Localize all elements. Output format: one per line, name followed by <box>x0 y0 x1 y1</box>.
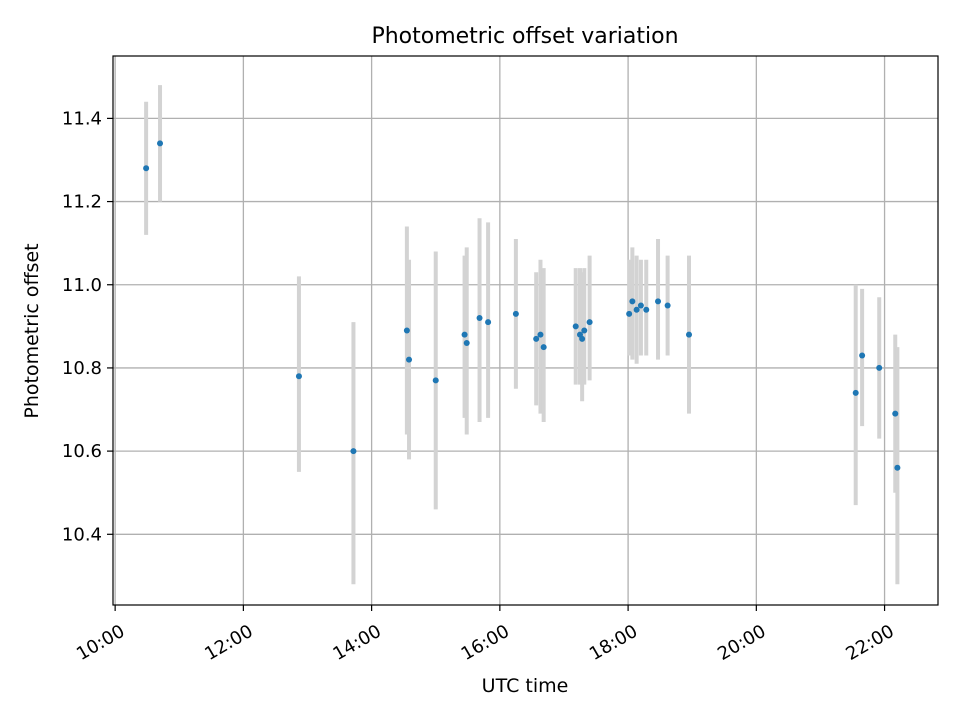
data-point <box>586 319 593 326</box>
data-point <box>540 344 547 351</box>
data-point <box>461 331 468 338</box>
x-axis-label: UTC time <box>482 675 569 697</box>
x-tick-label: 12:00 <box>201 621 256 665</box>
y-axis-ticks: 10.4 10.6 10.8 11.0 11.2 11.4 <box>62 108 113 545</box>
data-point <box>859 352 866 359</box>
data-point <box>581 327 588 334</box>
x-tick-label: 16:00 <box>458 621 513 665</box>
data-points <box>143 140 901 471</box>
x-axis-ticks: 10:00 12:00 14:00 16:00 18:00 20:00 22:00 <box>73 605 898 665</box>
x-tick-label: 18:00 <box>586 621 641 665</box>
data-point <box>637 302 644 309</box>
grid <box>113 56 938 605</box>
data-point <box>643 306 650 313</box>
y-axis-label: Photometric offset <box>21 243 43 418</box>
data-point <box>664 302 671 309</box>
x-tick-label: 22:00 <box>842 621 897 665</box>
data-point <box>157 140 164 147</box>
plot-frame <box>112 55 939 606</box>
data-point <box>633 306 640 313</box>
data-point <box>295 373 302 380</box>
data-point <box>432 377 439 384</box>
data-point <box>350 448 357 455</box>
data-point <box>655 298 662 305</box>
x-tick-label: 14:00 <box>329 621 384 665</box>
y-tick-label: 11.2 <box>62 192 102 213</box>
y-tick-label: 11.0 <box>62 275 102 296</box>
x-tick-label: 10:00 <box>73 621 128 665</box>
data-point <box>892 410 899 417</box>
x-tick-label: 20:00 <box>714 621 769 665</box>
chart-title: Photometric offset variation <box>371 24 678 49</box>
data-point <box>572 323 579 330</box>
data-point <box>406 356 413 363</box>
y-tick-label: 10.6 <box>62 441 102 462</box>
data-point <box>537 331 544 338</box>
y-tick-label: 10.8 <box>62 358 102 379</box>
data-point <box>143 165 150 172</box>
data-point <box>579 335 586 342</box>
data-point <box>629 298 636 305</box>
data-point <box>512 310 519 317</box>
data-point <box>533 335 540 342</box>
data-point <box>686 331 693 338</box>
data-point <box>403 327 410 334</box>
y-tick-label: 11.4 <box>62 108 102 129</box>
data-point <box>485 319 492 326</box>
y-tick-label: 10.4 <box>62 524 102 545</box>
data-point <box>894 464 901 471</box>
error-bars <box>144 85 900 585</box>
data-point <box>626 310 633 317</box>
data-point <box>876 364 883 371</box>
data-point <box>463 339 470 346</box>
data-point <box>476 315 483 322</box>
data-point <box>852 389 859 396</box>
